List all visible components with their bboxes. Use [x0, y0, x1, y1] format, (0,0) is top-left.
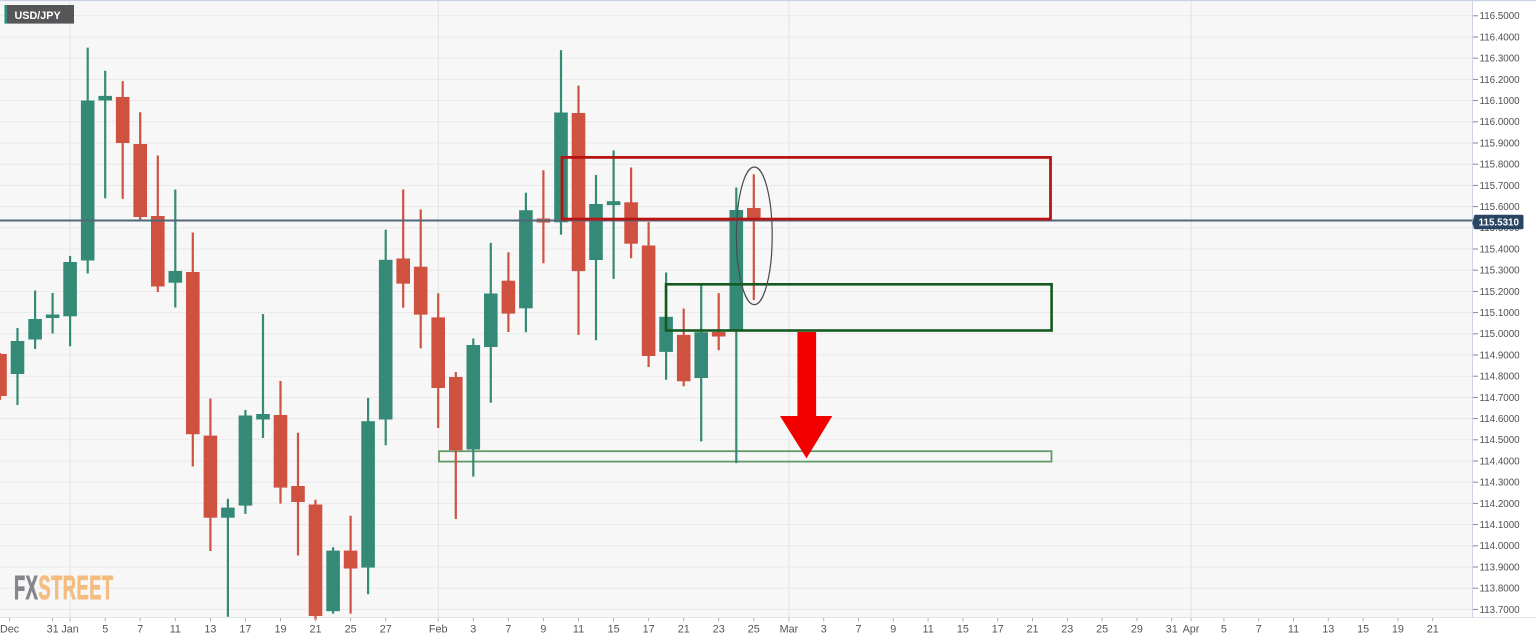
svg-text:21: 21 — [309, 624, 321, 636]
svg-text:USD/JPY: USD/JPY — [15, 10, 62, 22]
svg-text:27: 27 — [380, 624, 392, 636]
svg-text:7: 7 — [855, 624, 861, 636]
svg-text:15: 15 — [1357, 624, 1369, 636]
svg-text:15: 15 — [608, 624, 620, 636]
svg-text:115.7000: 115.7000 — [1480, 181, 1521, 192]
svg-text:114.8000: 114.8000 — [1480, 372, 1521, 383]
svg-text:114.3000: 114.3000 — [1480, 478, 1521, 489]
svg-text:19: 19 — [274, 624, 286, 636]
svg-text:13: 13 — [1322, 624, 1334, 636]
svg-text:115.3000: 115.3000 — [1480, 266, 1521, 277]
svg-text:114.7000: 114.7000 — [1480, 393, 1521, 404]
svg-text:31: 31 — [47, 624, 59, 636]
svg-text:116.3000: 116.3000 — [1480, 54, 1521, 65]
svg-text:5: 5 — [102, 624, 108, 636]
svg-text:114.1000: 114.1000 — [1480, 520, 1521, 531]
svg-text:7: 7 — [505, 624, 511, 636]
svg-text:25: 25 — [748, 624, 760, 636]
svg-text:25: 25 — [345, 624, 357, 636]
svg-text:113.9000: 113.9000 — [1480, 562, 1521, 573]
svg-text:115.8000: 115.8000 — [1480, 160, 1521, 171]
svg-text:Dec: Dec — [0, 624, 20, 636]
svg-text:113.8000: 113.8000 — [1480, 584, 1521, 595]
svg-text:3: 3 — [821, 624, 827, 636]
svg-text:116.0000: 116.0000 — [1480, 117, 1521, 128]
svg-text:115.6000: 115.6000 — [1480, 202, 1521, 213]
svg-text:21: 21 — [1427, 624, 1439, 636]
svg-text:Apr: Apr — [1183, 624, 1200, 636]
svg-text:9: 9 — [890, 624, 896, 636]
svg-text:23: 23 — [713, 624, 725, 636]
svg-text:115.4000: 115.4000 — [1480, 244, 1521, 255]
svg-text:114.4000: 114.4000 — [1480, 456, 1521, 467]
svg-text:11: 11 — [922, 624, 933, 636]
svg-text:7: 7 — [137, 624, 143, 636]
svg-text:17: 17 — [239, 624, 251, 636]
svg-text:19: 19 — [1392, 624, 1404, 636]
svg-text:FXSTREET: FXSTREET — [14, 569, 114, 606]
svg-text:114.0000: 114.0000 — [1480, 541, 1521, 552]
svg-text:17: 17 — [643, 624, 655, 636]
svg-text:116.2000: 116.2000 — [1480, 75, 1521, 86]
svg-text:114.5000: 114.5000 — [1480, 435, 1521, 446]
svg-text:116.1000: 116.1000 — [1480, 96, 1521, 107]
svg-text:17: 17 — [992, 624, 1004, 636]
svg-text:29: 29 — [1131, 624, 1143, 636]
svg-text:113.7000: 113.7000 — [1480, 605, 1521, 616]
svg-text:31: 31 — [1166, 624, 1178, 636]
svg-text:115.1000: 115.1000 — [1480, 308, 1521, 319]
svg-text:21: 21 — [678, 624, 690, 636]
svg-text:3: 3 — [470, 624, 476, 636]
svg-text:Jan: Jan — [61, 624, 78, 636]
svg-text:114.9000: 114.9000 — [1480, 350, 1521, 361]
svg-text:Mar: Mar — [780, 624, 799, 636]
svg-text:115.0000: 115.0000 — [1480, 329, 1521, 340]
svg-text:11: 11 — [1288, 624, 1299, 636]
svg-text:114.6000: 114.6000 — [1480, 414, 1521, 425]
svg-text:116.5000: 116.5000 — [1480, 11, 1521, 22]
svg-text:13: 13 — [204, 624, 216, 636]
svg-text:115.9000: 115.9000 — [1480, 138, 1521, 149]
svg-text:25: 25 — [1096, 624, 1108, 636]
svg-text:Feb: Feb — [429, 624, 448, 636]
svg-text:114.2000: 114.2000 — [1480, 499, 1521, 510]
svg-text:116.4000: 116.4000 — [1480, 32, 1521, 43]
svg-text:115.2000: 115.2000 — [1480, 287, 1521, 298]
svg-text:15: 15 — [957, 624, 969, 636]
svg-text:5: 5 — [1221, 624, 1227, 636]
svg-text:11: 11 — [573, 624, 584, 636]
svg-text:9: 9 — [540, 624, 546, 636]
svg-text:7: 7 — [1256, 624, 1262, 636]
svg-text:23: 23 — [1061, 624, 1073, 636]
svg-text:115.5310: 115.5310 — [1479, 218, 1520, 229]
svg-text:21: 21 — [1026, 624, 1038, 636]
svg-text:11: 11 — [170, 624, 181, 636]
